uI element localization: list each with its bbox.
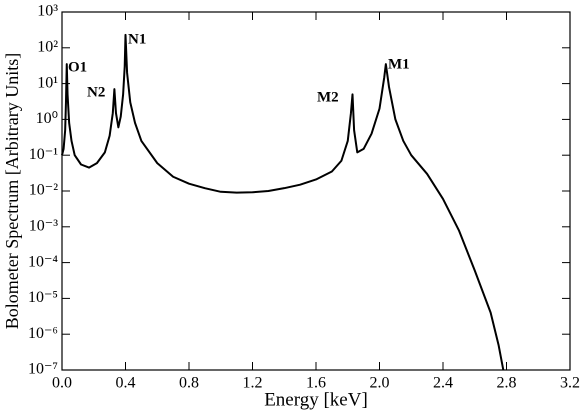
x-tick-label: 2.0 bbox=[370, 375, 390, 392]
y-tick-label: 10⁻³ bbox=[29, 217, 58, 234]
peak-label: M2 bbox=[317, 89, 339, 105]
x-tick-label: 0.4 bbox=[116, 375, 136, 392]
peak-label: O1 bbox=[68, 59, 87, 75]
y-tick-label: 10³ bbox=[37, 3, 58, 20]
peak-label: M1 bbox=[388, 56, 410, 72]
y-tick-label: 10⁻¹ bbox=[29, 146, 58, 163]
x-axis-label: Energy [keV] bbox=[264, 389, 368, 410]
x-tick-label: 1.2 bbox=[243, 375, 263, 392]
y-tick-label: 10⁻² bbox=[29, 182, 58, 199]
x-tick-label: 0.0 bbox=[52, 375, 72, 392]
x-tick-label: 2.4 bbox=[433, 375, 453, 392]
y-tick-label: 10² bbox=[37, 38, 58, 55]
x-tick-label: 3.2 bbox=[560, 375, 580, 392]
x-tick-label: 0.8 bbox=[179, 375, 199, 392]
y-tick-label: 10⁰ bbox=[36, 110, 58, 127]
y-tick-label: 10⁻⁶ bbox=[28, 325, 58, 342]
y-tick-label: 10⁻⁷ bbox=[28, 361, 58, 378]
x-tick-label: 1.6 bbox=[306, 375, 326, 392]
peak-label: N2 bbox=[87, 84, 105, 100]
y-tick-label: 10⁻⁵ bbox=[28, 289, 58, 306]
y-axis-label: Bolometer Spectrum [Arbitrary Units] bbox=[2, 53, 22, 329]
y-tick-label: 10⁻⁴ bbox=[28, 253, 58, 270]
spectrum-line bbox=[61, 33, 505, 371]
x-tick-label: 2.8 bbox=[497, 375, 517, 392]
y-tick-label: 10¹ bbox=[37, 74, 58, 91]
peak-label: N1 bbox=[128, 31, 146, 47]
plot-frame bbox=[61, 11, 571, 371]
